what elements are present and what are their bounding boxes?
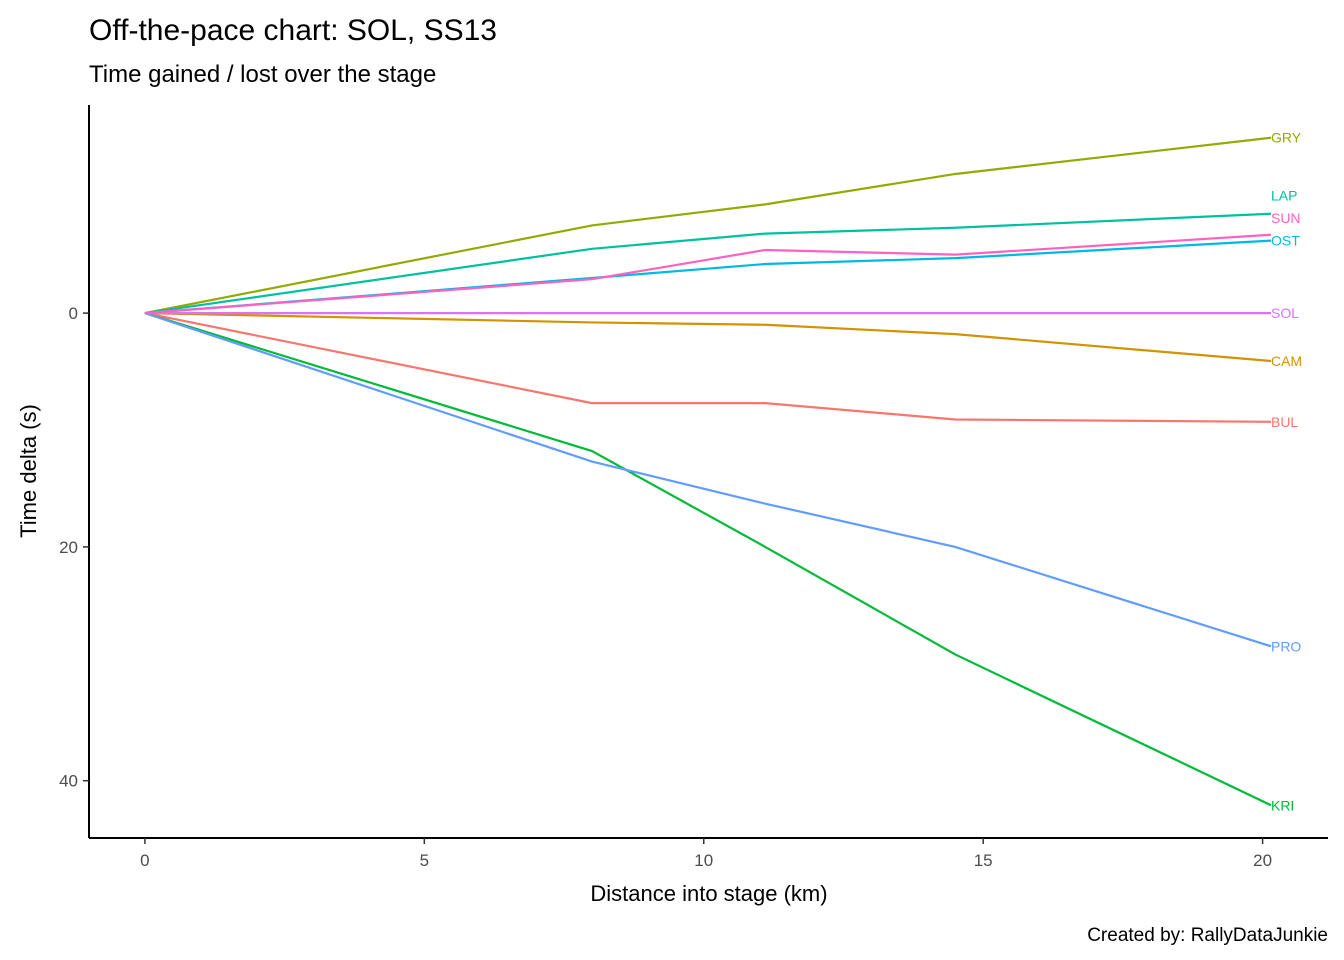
- series-line-sun: [144, 233, 1272, 315]
- series-labels: BUL CAM GRY KRI LAP OST PRO SOL SUN: [1271, 130, 1302, 814]
- x-tick-label: 15: [974, 851, 993, 870]
- series-line-ost: [144, 239, 1272, 315]
- y-tick-label: 20: [59, 538, 78, 557]
- series-line-lap: [144, 212, 1272, 315]
- series-label-kri: KRI: [1271, 797, 1294, 813]
- series-line-cam: [144, 311, 1272, 363]
- series-label-gry: GRY: [1271, 130, 1302, 146]
- axes: 0 5 10 15 20 0 20 40: [59, 105, 1328, 870]
- x-tick-label: 0: [140, 851, 149, 870]
- series-label-sol: SOL: [1271, 305, 1299, 321]
- series-lines: [144, 136, 1272, 807]
- chart-subtitle: Time gained / lost over the stage: [89, 61, 436, 88]
- series-label-lap: LAP: [1271, 188, 1297, 204]
- series-label-ost: OST: [1271, 233, 1300, 249]
- series-label-bul: BUL: [1271, 414, 1298, 430]
- chart-title: Off-the-pace chart: SOL, SS13: [89, 14, 497, 47]
- caption: Created by: RallyDataJunkie: [1087, 925, 1328, 946]
- series-line-gry: [144, 136, 1272, 315]
- y-tick-label: 0: [69, 304, 78, 323]
- series-label-sun: SUN: [1271, 210, 1301, 226]
- x-tick-label: 5: [420, 851, 429, 870]
- y-axis-label: Time delta (s): [16, 404, 41, 538]
- series-line-kri: [144, 312, 1272, 807]
- series-label-pro: PRO: [1271, 638, 1301, 654]
- x-axis-label: Distance into stage (km): [590, 881, 827, 906]
- x-tick-label: 10: [694, 851, 713, 870]
- y-tick-label: 40: [59, 772, 78, 791]
- series-line-pro: [144, 312, 1272, 648]
- series-label-cam: CAM: [1271, 353, 1302, 369]
- x-tick-label: 20: [1253, 851, 1272, 870]
- series-line-bul: [144, 312, 1272, 423]
